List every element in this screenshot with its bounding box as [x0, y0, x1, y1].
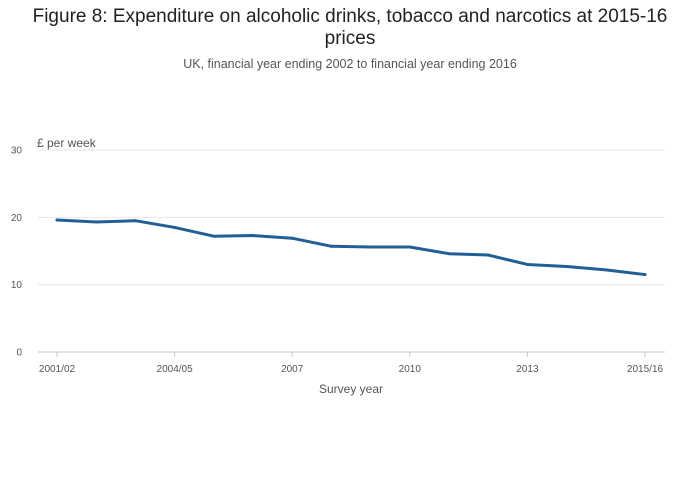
x-tick-label-15: 2015/16: [627, 364, 664, 375]
data-point-2002/03[interactable]: [94, 220, 98, 224]
data-point-2004/05[interactable]: [173, 225, 177, 229]
data-point-2011[interactable]: [447, 252, 451, 256]
data-point-2005/06[interactable]: [212, 234, 216, 238]
series-line-0: [55, 218, 647, 277]
data-point-2012[interactable]: [486, 253, 490, 257]
data-point-2008[interactable]: [329, 244, 333, 248]
x-tick-label-0: 2001/02: [39, 364, 76, 375]
data-point-2007[interactable]: [290, 236, 294, 240]
x-tick-label-12: 2013: [516, 364, 539, 375]
y-tick-label-0: 0: [16, 348, 22, 359]
data-point-2015/16[interactable]: [643, 273, 647, 277]
x-tick-label-3: 2004/05: [157, 364, 194, 375]
data-point-2010[interactable]: [408, 245, 412, 249]
chart-title-text: Figure 8: Expenditure on alcoholic drink…: [32, 6, 668, 49]
data-point-2003/04[interactable]: [133, 219, 137, 223]
chart-title: Figure 8: Expenditure on alcoholic drink…: [0, 6, 700, 50]
y-tick-label-20: 20: [11, 213, 23, 224]
x-tick-label-9: 2010: [399, 364, 422, 375]
series-group: [55, 218, 647, 277]
chart-subtitle: UK, financial year ending 2002 to financ…: [183, 57, 517, 71]
y-tick-label-30: 30: [11, 146, 23, 157]
y-axis-title: £ per week: [37, 136, 97, 150]
data-point-2009[interactable]: [369, 245, 373, 249]
data-point-2001/02[interactable]: [55, 218, 59, 222]
y-axis-ticks: 0 10 20 30: [11, 146, 23, 359]
y-tick-label-10: 10: [11, 280, 23, 291]
data-point-2015[interactable]: [604, 268, 608, 272]
data-point-2006[interactable]: [251, 234, 255, 238]
x-axis-title: Survey year: [319, 382, 383, 396]
data-point-2013[interactable]: [525, 262, 529, 266]
data-point-2014[interactable]: [565, 264, 569, 268]
x-tick-label-6: 2007: [281, 364, 304, 375]
x-axis-ticks: 2001/02 2004/05 2007 2010 2013 2015/16: [39, 352, 664, 375]
gridlines: [38, 149, 665, 286]
